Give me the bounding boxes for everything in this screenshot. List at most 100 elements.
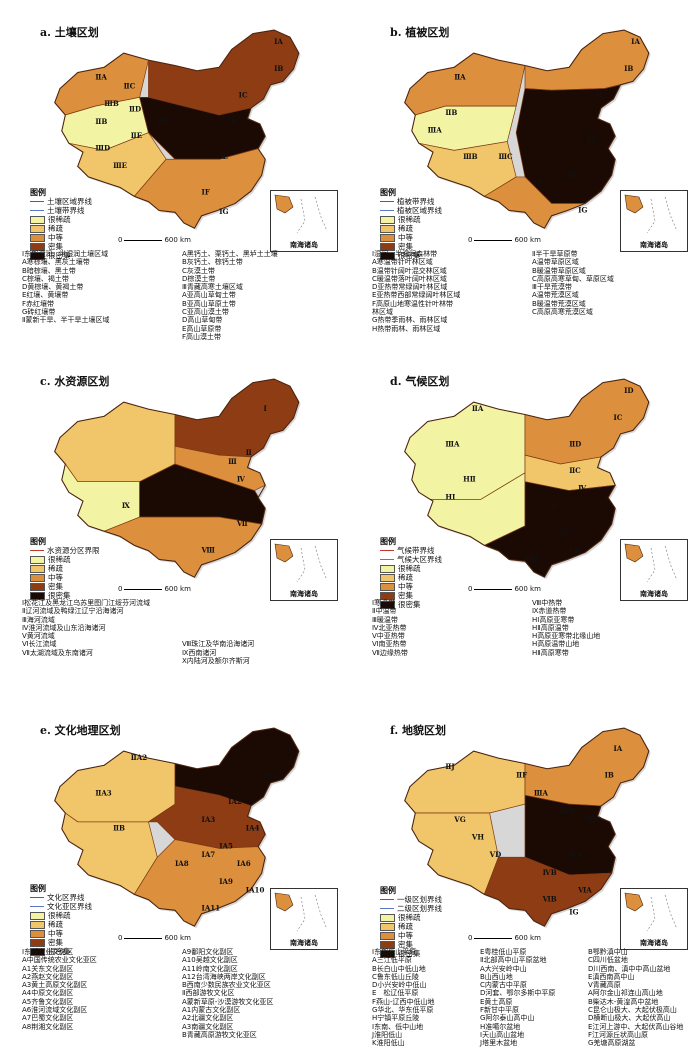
note-line: I天山高山盆地 bbox=[480, 1030, 525, 1039]
note-line: C鲁东低山丘陵 bbox=[372, 972, 419, 981]
legend-level-item: 稀疏 bbox=[30, 920, 92, 929]
region-label: ⅠB bbox=[274, 64, 283, 73]
note-line: J淮阳低山 bbox=[372, 1030, 403, 1039]
note-line: Ⅶ边缘热带 bbox=[372, 648, 408, 657]
note-line: D小兴安岭中低山 bbox=[372, 981, 427, 990]
note-line: Ⅰ东南、低中山地 bbox=[372, 1022, 424, 1031]
note-line: C高原高寒草甸、草原区域 bbox=[532, 274, 614, 283]
legend-title: 图例 bbox=[30, 884, 46, 893]
legend-level-item: 很密集 bbox=[30, 591, 100, 600]
note-line: C昆仑山极大、大起伏极高山 bbox=[588, 1006, 677, 1015]
note-line: B亚高山草原土带 bbox=[182, 299, 236, 308]
region-label: ⅠF bbox=[534, 179, 542, 188]
note-line: C灰漠土带 bbox=[182, 266, 215, 275]
note-line: Ⅷ中热带 bbox=[532, 599, 563, 607]
scale-bar: 0 600 km bbox=[468, 585, 541, 593]
note-line: Ⅱ北部高中山平原盆地 bbox=[480, 956, 547, 965]
note-line: Ⅰ东部农业文化区 bbox=[22, 948, 74, 956]
note-line: B青藏高原游牧文化亚区 bbox=[182, 1030, 257, 1039]
region-label: Ⅴ bbox=[551, 501, 558, 510]
note-line: Ⅱ蒙新干旱、半干旱土壤区域 bbox=[22, 316, 110, 325]
note-line: B西南少数民族农业文化亚区 bbox=[182, 981, 271, 990]
region-label: ⅡD bbox=[129, 104, 141, 113]
region-label: ⅡB bbox=[445, 108, 457, 117]
note-line: A温带草原区域 bbox=[532, 258, 579, 267]
note-line: B山西山地 bbox=[480, 972, 513, 981]
legend-level-item: 稀疏 bbox=[380, 224, 442, 233]
country-border bbox=[54, 29, 300, 229]
region-label: ⅣA bbox=[569, 850, 583, 859]
legend-level-item: 中等 bbox=[380, 931, 442, 940]
region-label: ⅡA bbox=[95, 73, 107, 82]
region-label: ⅠC bbox=[613, 413, 622, 422]
note-line: HⅠ高原亚寒带 bbox=[532, 615, 575, 624]
panel-title: b. 植被区划 bbox=[390, 26, 450, 39]
scale-bar: 0 600 km bbox=[118, 236, 191, 244]
note-line: D河套、鄂尔多斯中平原 bbox=[480, 989, 556, 998]
note-line bbox=[182, 624, 254, 632]
note-line: E滇西南高中山 bbox=[588, 972, 635, 981]
legend-notes: Ⅰ湿润、半湿润森林带 A寒温带针叶林区域 B温带针阔叶混交林区域 C暖温带落叶阔叶林区… bbox=[372, 250, 692, 346]
region-label: ⅠA6 bbox=[237, 859, 251, 868]
legend-level-item: 中等 bbox=[30, 573, 100, 582]
legend-level-item: 稀疏 bbox=[380, 573, 442, 582]
note-line: H准噶尔盆地 bbox=[480, 1022, 521, 1031]
region-label: ⅠA7 bbox=[202, 850, 216, 859]
note-line: E 松辽低平原 bbox=[372, 989, 419, 998]
note-line: Ⅰ东部低山平原 bbox=[372, 948, 417, 956]
south-china-sea-inset: 南海诸岛 bbox=[270, 888, 338, 950]
legend-title: 图例 bbox=[380, 886, 396, 895]
region-label: ⅠA bbox=[274, 37, 283, 46]
legend-line-item: 文化区界线 bbox=[30, 893, 92, 902]
note-line: Ⅳ北亚热带 bbox=[372, 623, 407, 632]
note-line: Ⅱ辽河流域及鸭绿江辽宁沿海诸河 bbox=[22, 607, 124, 616]
legend-level-item: 很稀疏 bbox=[30, 215, 92, 224]
note-line: Ⅵ长江流域 bbox=[22, 640, 57, 649]
legend-line-item: 一级区划界线 bbox=[380, 895, 442, 904]
note-line: Ⅸ赤道热带 bbox=[532, 607, 567, 616]
legend: 图例 水资源分区界限 很稀疏 稀疏 中等 密集 很密集 bbox=[30, 537, 100, 600]
legend-level-item: 密集 bbox=[380, 242, 442, 251]
note-line: A10吴越文化副区 bbox=[182, 956, 238, 965]
note-line: HⅡ高原寒带 bbox=[532, 648, 569, 657]
country-border bbox=[404, 727, 650, 927]
legend-level-item: 中等 bbox=[30, 233, 92, 242]
region-label: ⅢC bbox=[587, 815, 602, 824]
legend-level-item: 中等 bbox=[30, 929, 92, 938]
legend-notes: Ⅰ东部湿润、半湿润土壤区域 A寒棕壤、黑灰土壤带 B暗棕壤、黑土带 C棕壤、褐土带 D黄… bbox=[22, 250, 342, 346]
note-line: G砖红壤带 bbox=[22, 308, 56, 317]
south-china-sea-inset: 南海诸岛 bbox=[620, 539, 688, 601]
region-label: Ⅶ bbox=[568, 545, 580, 554]
region-label: ⅡF bbox=[516, 771, 527, 780]
note-line: Ⅴ黄河流域 bbox=[22, 632, 55, 641]
region-label: ⅡJ bbox=[445, 762, 455, 771]
region-label: Ⅶ bbox=[236, 519, 248, 528]
legend-level-item: 很稀疏 bbox=[30, 911, 92, 920]
legend-level-item: 稀疏 bbox=[30, 564, 100, 573]
legend: 图例 一级区划界线 二级区划界线 很稀疏 稀疏 中等 密集 很密集 bbox=[380, 886, 442, 958]
note-line: Ⅴ中亚热带 bbox=[372, 632, 405, 641]
region-label: ⅢD bbox=[95, 143, 110, 152]
region-label: ⅠA4 bbox=[246, 824, 260, 833]
region-label: ⅡA2 bbox=[131, 753, 147, 762]
note-line: A6淮河流域文化副区 bbox=[22, 1006, 88, 1015]
legend-level-item: 中等 bbox=[380, 582, 442, 591]
note-line: Ⅰ寒温带 bbox=[372, 599, 396, 607]
legend-title: 图例 bbox=[30, 537, 46, 546]
legend-line-item: 二级区划界线 bbox=[380, 904, 442, 913]
south-china-sea-inset: 南海诸岛 bbox=[270, 539, 338, 601]
region-label: ⅠA9 bbox=[219, 877, 233, 886]
note-line: C暖温带落叶阔叶林区域 bbox=[372, 274, 447, 283]
note-line bbox=[182, 616, 254, 624]
note-line: F高山漠土带 bbox=[182, 332, 222, 341]
note-line: G华北、华东低平原 bbox=[372, 1006, 434, 1015]
note-line: A9鄱阳文化副区 bbox=[182, 948, 234, 956]
panel-title: d. 气候区划 bbox=[390, 375, 450, 388]
legend-level-item: 很稀疏 bbox=[380, 215, 442, 224]
legend-level-item: 密集 bbox=[30, 242, 92, 251]
note-line: A2北疆文化副区 bbox=[182, 1014, 234, 1023]
country-border bbox=[54, 378, 300, 578]
